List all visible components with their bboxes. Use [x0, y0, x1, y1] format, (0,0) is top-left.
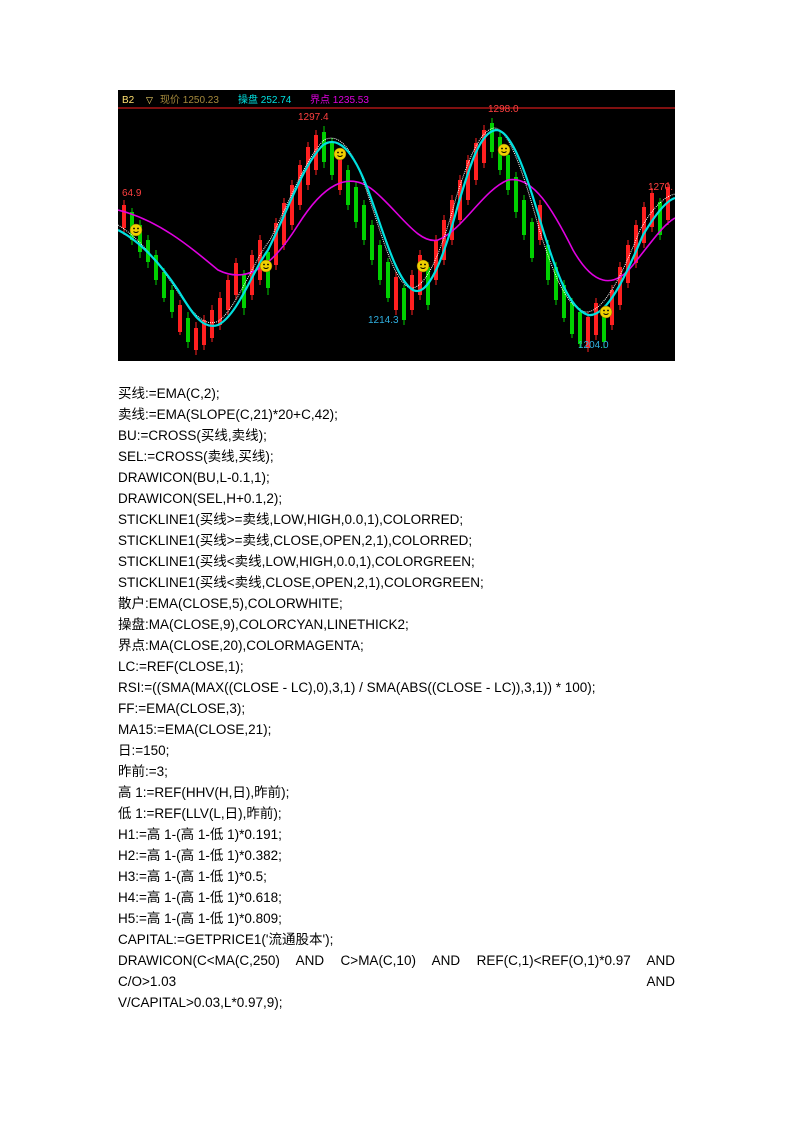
- svg-text:64.9: 64.9: [122, 188, 142, 199]
- svg-text:现价 1250.23: 现价 1250.23: [160, 94, 219, 106]
- svg-text:1270.: 1270.: [648, 182, 673, 193]
- code-line: FF:=EMA(CLOSE,3);: [118, 698, 675, 719]
- code-line: STICKLINE1(买线>=卖线,LOW,HIGH,0.0,1),COLORR…: [118, 509, 675, 530]
- code-line: H5:=高 1-(高 1-低 1)*0.809;: [118, 908, 675, 929]
- code-line: 昨前:=3;: [118, 761, 675, 782]
- code-line: V/CAPITAL>0.03,L*0.97,9);: [118, 992, 675, 1013]
- chart-svg: B2 ▽ 现价 1250.23 操盘 252.74 界点 1235.53 64.9 1297…: [118, 90, 675, 361]
- svg-text:1297.4: 1297.4: [298, 112, 329, 123]
- code-line: DRAWICON(SEL,H+0.1,2);: [118, 488, 675, 509]
- code-line: RSI:=((SMA(MAX((CLOSE - LC),0),3,1) / SM…: [118, 677, 675, 698]
- formula-code-block: 买线:=EMA(C,2);卖线:=EMA(SLOPE(C,21)*20+C,42…: [118, 383, 675, 1013]
- code-line: MA15:=EMA(CLOSE,21);: [118, 719, 675, 740]
- code-line: 散户:EMA(CLOSE,5),COLORWHITE;: [118, 593, 675, 614]
- code-line: STICKLINE1(买线>=卖线,CLOSE,OPEN,2,1),COLORR…: [118, 530, 675, 551]
- svg-text:1298.0: 1298.0: [488, 104, 519, 115]
- svg-text:▽: ▽: [146, 95, 153, 105]
- code-line: H1:=高 1-(高 1-低 1)*0.191;: [118, 824, 675, 845]
- stock-chart: B2 ▽ 现价 1250.23 操盘 252.74 界点 1235.53 64.9 1297…: [118, 90, 675, 361]
- code-line: H3:=高 1-(高 1-低 1)*0.5;: [118, 866, 675, 887]
- svg-text:界点 1235.53: 界点 1235.53: [310, 94, 369, 106]
- svg-text:1214.3: 1214.3: [368, 315, 399, 326]
- code-line: H4:=高 1-(高 1-低 1)*0.618;: [118, 887, 675, 908]
- code-line: 界点:MA(CLOSE,20),COLORMAGENTA;: [118, 635, 675, 656]
- code-line: 操盘:MA(CLOSE,9),COLORCYAN,LINETHICK2;: [118, 614, 675, 635]
- code-line: 买线:=EMA(C,2);: [118, 383, 675, 404]
- code-line: 日:=150;: [118, 740, 675, 761]
- code-line: DRAWICON(BU,L-0.1,1);: [118, 467, 675, 488]
- code-line: LC:=REF(CLOSE,1);: [118, 656, 675, 677]
- code-line: DRAWICON(C<MA(C,250) AND C>MA(C,10) AND …: [118, 950, 675, 992]
- code-line: BU:=CROSS(买线,卖线);: [118, 425, 675, 446]
- code-line: H2:=高 1-(高 1-低 1)*0.382;: [118, 845, 675, 866]
- code-line: SEL:=CROSS(卖线,买线);: [118, 446, 675, 467]
- svg-text:操盘 252.74: 操盘 252.74: [238, 93, 292, 106]
- svg-text:1204.0: 1204.0: [578, 340, 609, 351]
- code-line: CAPITAL:=GETPRICE1('流通股本');: [118, 929, 675, 950]
- code-line: STICKLINE1(买线<卖线,LOW,HIGH,0.0,1),COLORGR…: [118, 551, 675, 572]
- code-line: 卖线:=EMA(SLOPE(C,21)*20+C,42);: [118, 404, 675, 425]
- svg-text:B2: B2: [122, 95, 135, 106]
- code-line: 低 1:=REF(LLV(L,日),昨前);: [118, 803, 675, 824]
- code-line: STICKLINE1(买线<卖线,CLOSE,OPEN,2,1),COLORGR…: [118, 572, 675, 593]
- page: B2 ▽ 现价 1250.23 操盘 252.74 界点 1235.53 64.9 1297…: [0, 0, 793, 1122]
- code-line: 高 1:=REF(HHV(H,日),昨前);: [118, 782, 675, 803]
